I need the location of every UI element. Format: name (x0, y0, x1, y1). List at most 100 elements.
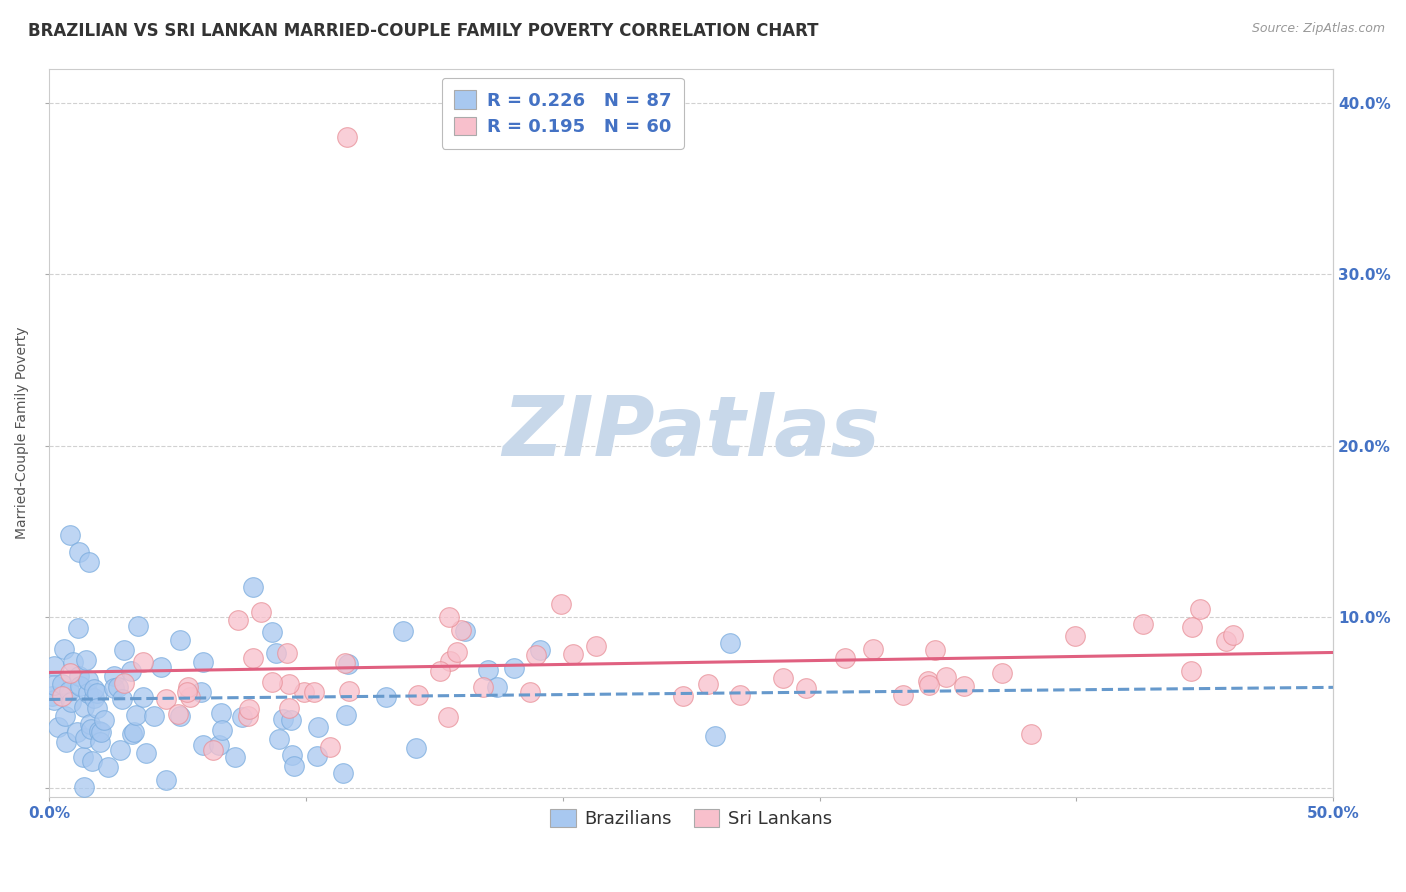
Point (231, 710, 253, 724)
Point (103, 681, 125, 695)
Point (336, 130, 359, 145)
Point (169, 709, 191, 723)
Point (67, 545, 90, 559)
Point (111, 691, 134, 706)
Point (132, 655, 155, 669)
Point (108, 743, 131, 757)
Point (41, 689, 63, 703)
Point (135, 746, 157, 760)
Point (834, 650, 856, 665)
Point (52, 642, 75, 657)
Point (122, 725, 145, 739)
Point (935, 670, 957, 684)
Point (51, 690, 73, 704)
Point (72, 750, 94, 764)
Point (429, 664, 451, 678)
Legend: Brazilians, Sri Lankans: Brazilians, Sri Lankans (543, 801, 839, 835)
Text: BRAZILIAN VS SRI LANKAN MARRIED-COUPLE FAMILY POVERTY CORRELATION CHART: BRAZILIAN VS SRI LANKAN MARRIED-COUPLE F… (28, 22, 818, 40)
Text: ZIPatlas: ZIPatlas (502, 392, 880, 473)
Point (305, 748, 328, 763)
Point (107, 681, 129, 695)
Point (238, 702, 260, 716)
Point (67, 621, 90, 635)
Point (307, 720, 329, 734)
Point (264, 647, 287, 661)
Point (450, 624, 472, 638)
Point (262, 675, 284, 690)
Point (319, 740, 342, 755)
Point (374, 690, 396, 705)
Point (337, 684, 360, 698)
Point (83, 681, 105, 696)
Point (953, 679, 976, 693)
Point (224, 750, 246, 764)
Point (529, 642, 551, 657)
Point (242, 580, 264, 594)
Point (73, 731, 96, 746)
Point (155, 773, 177, 788)
Point (132, 690, 155, 704)
Point (82, 755, 104, 769)
Point (917, 673, 939, 688)
Point (83, 690, 105, 705)
Point (66, 724, 89, 739)
Point (332, 766, 354, 780)
Point (58, 665, 80, 680)
Point (1180, 664, 1202, 678)
Point (67, 669, 90, 683)
Point (269, 732, 291, 747)
Point (477, 663, 499, 677)
Point (436, 710, 458, 724)
Point (262, 625, 284, 640)
Point (280, 713, 302, 727)
Point (80, 723, 103, 737)
Point (519, 685, 541, 699)
Point (73, 700, 96, 714)
Point (121, 727, 143, 741)
Point (485, 681, 508, 695)
Point (176, 685, 198, 699)
Point (86, 700, 108, 714)
Point (672, 689, 695, 703)
Point (703, 729, 725, 743)
Point (76, 673, 98, 687)
Point (472, 680, 495, 694)
Point (1019, 727, 1042, 741)
Point (562, 647, 585, 661)
Point (87, 724, 110, 739)
Point (991, 666, 1014, 681)
Point (77, 555, 100, 569)
Point (59, 695, 82, 709)
Point (278, 700, 301, 714)
Point (1181, 619, 1204, 633)
Point (728, 688, 751, 702)
Point (179, 690, 201, 705)
Point (86, 686, 108, 700)
Point (391, 624, 413, 638)
Point (439, 654, 461, 668)
Point (191, 656, 214, 670)
Point (283, 759, 305, 773)
Point (585, 639, 607, 653)
Point (446, 644, 468, 658)
Point (211, 723, 233, 738)
Point (112, 643, 135, 657)
Point (454, 624, 477, 639)
Point (550, 598, 572, 612)
Point (103, 669, 125, 683)
Point (794, 681, 817, 696)
Point (335, 656, 357, 670)
Point (76, 686, 98, 700)
Point (190, 685, 212, 699)
Point (405, 741, 427, 756)
Text: Source: ZipAtlas.com: Source: ZipAtlas.com (1251, 22, 1385, 36)
Point (271, 712, 294, 726)
Point (1189, 601, 1212, 615)
Point (59, 527, 82, 541)
Point (125, 708, 148, 723)
Point (55, 735, 77, 749)
Point (335, 708, 357, 723)
Point (93, 713, 115, 727)
Point (155, 691, 177, 706)
Point (924, 643, 946, 657)
